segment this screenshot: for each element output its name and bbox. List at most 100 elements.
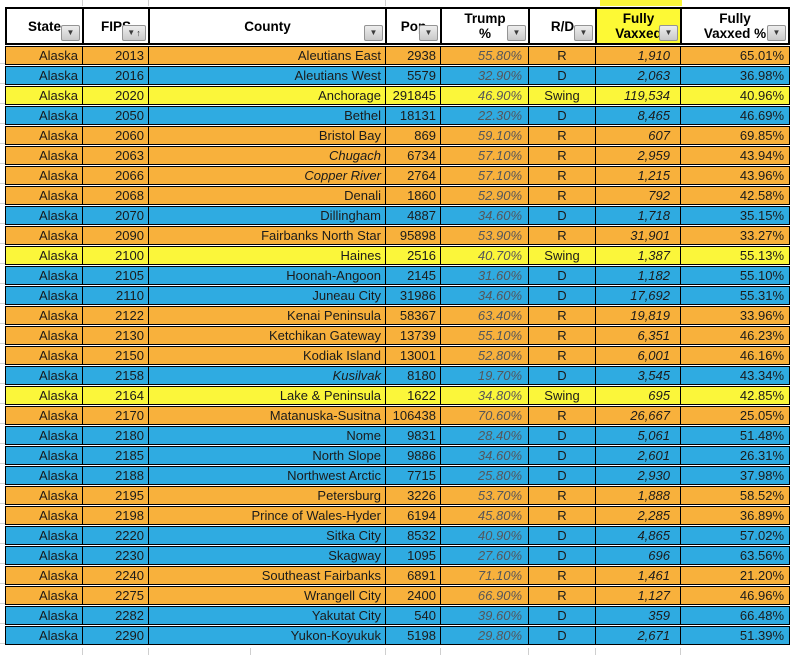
cell-fips[interactable]: 2240 bbox=[82, 566, 148, 585]
cell-fips[interactable]: 2188 bbox=[82, 466, 148, 485]
cell-trump-pct[interactable]: 25.80% bbox=[440, 466, 528, 485]
filter-dropdown-icon[interactable]: ▼ bbox=[507, 25, 526, 41]
cell-fully-vaxxed-pct[interactable]: 37.98% bbox=[680, 466, 790, 485]
cell-pop[interactable]: 31986 bbox=[385, 286, 440, 305]
cell-fully-vaxxed-pct[interactable]: 46.69% bbox=[680, 106, 790, 125]
cell-state[interactable]: Alaska bbox=[5, 126, 82, 145]
cell-fully-vaxxed[interactable]: 1,910 bbox=[595, 46, 680, 65]
cell-rd[interactable]: R bbox=[528, 306, 595, 325]
cell-fully-vaxxed[interactable]: 359 bbox=[595, 606, 680, 625]
cell-fully-vaxxed-pct[interactable]: 66.48% bbox=[680, 606, 790, 625]
cell-pop[interactable]: 95898 bbox=[385, 226, 440, 245]
cell-pop[interactable]: 13739 bbox=[385, 326, 440, 345]
cell-fully-vaxxed-pct[interactable]: 55.13% bbox=[680, 246, 790, 265]
cell-state[interactable]: Alaska bbox=[5, 46, 82, 65]
filter-sort-ascending-icon[interactable]: ▼ ↑ bbox=[122, 25, 146, 41]
cell-pop[interactable]: 2764 bbox=[385, 166, 440, 185]
cell-county[interactable]: Aleutians West bbox=[148, 66, 385, 85]
cell-pop[interactable]: 9886 bbox=[385, 446, 440, 465]
cell-trump-pct[interactable]: 28.40% bbox=[440, 426, 528, 445]
cell-county[interactable]: Petersburg bbox=[148, 486, 385, 505]
cell-fully-vaxxed-pct[interactable]: 43.34% bbox=[680, 366, 790, 385]
cell-fully-vaxxed-pct[interactable]: 43.94% bbox=[680, 146, 790, 165]
cell-state[interactable]: Alaska bbox=[5, 246, 82, 265]
col-header-state[interactable]: State ▼ bbox=[5, 7, 82, 45]
cell-fully-vaxxed-pct[interactable]: 46.96% bbox=[680, 586, 790, 605]
cell-trump-pct[interactable]: 19.70% bbox=[440, 366, 528, 385]
cell-county[interactable]: Yukon-Koyukuk bbox=[148, 626, 385, 645]
cell-pop[interactable]: 6734 bbox=[385, 146, 440, 165]
cell-fully-vaxxed[interactable]: 6,351 bbox=[595, 326, 680, 345]
cell-fips[interactable]: 2150 bbox=[82, 346, 148, 365]
cell-pop[interactable]: 1095 bbox=[385, 546, 440, 565]
filter-dropdown-icon[interactable]: ▼ bbox=[659, 25, 678, 41]
cell-trump-pct[interactable]: 34.60% bbox=[440, 206, 528, 225]
cell-pop[interactable]: 291845 bbox=[385, 86, 440, 105]
filter-dropdown-icon[interactable]: ▼ bbox=[419, 25, 438, 41]
cell-fips[interactable]: 2070 bbox=[82, 206, 148, 225]
cell-rd[interactable]: R bbox=[528, 586, 595, 605]
cell-trump-pct[interactable]: 22.30% bbox=[440, 106, 528, 125]
cell-fully-vaxxed[interactable]: 2,959 bbox=[595, 146, 680, 165]
cell-fips[interactable]: 2275 bbox=[82, 586, 148, 605]
cell-fully-vaxxed[interactable]: 2,601 bbox=[595, 446, 680, 465]
cell-fully-vaxxed[interactable]: 607 bbox=[595, 126, 680, 145]
cell-county[interactable]: Yakutat City bbox=[148, 606, 385, 625]
cell-fully-vaxxed[interactable]: 695 bbox=[595, 386, 680, 405]
cell-fully-vaxxed[interactable]: 1,215 bbox=[595, 166, 680, 185]
cell-county[interactable]: Chugach bbox=[148, 146, 385, 165]
cell-pop[interactable]: 6194 bbox=[385, 506, 440, 525]
cell-trump-pct[interactable]: 53.90% bbox=[440, 226, 528, 245]
cell-pop[interactable]: 8180 bbox=[385, 366, 440, 385]
cell-fips[interactable]: 2110 bbox=[82, 286, 148, 305]
cell-county[interactable]: Wrangell City bbox=[148, 586, 385, 605]
cell-county[interactable]: Kenai Peninsula bbox=[148, 306, 385, 325]
cell-trump-pct[interactable]: 66.90% bbox=[440, 586, 528, 605]
cell-state[interactable]: Alaska bbox=[5, 606, 82, 625]
cell-fully-vaxxed-pct[interactable]: 65.01% bbox=[680, 46, 790, 65]
cell-fully-vaxxed[interactable]: 31,901 bbox=[595, 226, 680, 245]
cell-state[interactable]: Alaska bbox=[5, 446, 82, 465]
cell-trump-pct[interactable]: 31.60% bbox=[440, 266, 528, 285]
cell-rd[interactable]: D bbox=[528, 526, 595, 545]
cell-fully-vaxxed[interactable]: 1,888 bbox=[595, 486, 680, 505]
cell-fully-vaxxed[interactable]: 119,534 bbox=[595, 86, 680, 105]
cell-fully-vaxxed-pct[interactable]: 25.05% bbox=[680, 406, 790, 425]
cell-county[interactable]: Hoonah-Angoon bbox=[148, 266, 385, 285]
cell-rd[interactable]: Swing bbox=[528, 246, 595, 265]
col-header-fully-vaxxed[interactable]: Fully Vaxxed ▼ bbox=[595, 7, 680, 45]
cell-county[interactable]: Skagway bbox=[148, 546, 385, 565]
cell-fips[interactable]: 2100 bbox=[82, 246, 148, 265]
cell-county[interactable]: Denali bbox=[148, 186, 385, 205]
cell-fully-vaxxed[interactable]: 1,718 bbox=[595, 206, 680, 225]
cell-pop[interactable]: 5579 bbox=[385, 66, 440, 85]
cell-rd[interactable]: D bbox=[528, 66, 595, 85]
cell-trump-pct[interactable]: 55.10% bbox=[440, 326, 528, 345]
cell-fully-vaxxed-pct[interactable]: 63.56% bbox=[680, 546, 790, 565]
cell-state[interactable]: Alaska bbox=[5, 586, 82, 605]
cell-fully-vaxxed[interactable]: 1,387 bbox=[595, 246, 680, 265]
cell-fips[interactable]: 2282 bbox=[82, 606, 148, 625]
cell-pop[interactable]: 58367 bbox=[385, 306, 440, 325]
cell-pop[interactable]: 7715 bbox=[385, 466, 440, 485]
cell-trump-pct[interactable]: 45.80% bbox=[440, 506, 528, 525]
cell-fips[interactable]: 2230 bbox=[82, 546, 148, 565]
cell-trump-pct[interactable]: 57.10% bbox=[440, 166, 528, 185]
cell-trump-pct[interactable]: 63.40% bbox=[440, 306, 528, 325]
cell-pop[interactable]: 869 bbox=[385, 126, 440, 145]
cell-pop[interactable]: 106438 bbox=[385, 406, 440, 425]
cell-county[interactable]: Nome bbox=[148, 426, 385, 445]
cell-pop[interactable]: 540 bbox=[385, 606, 440, 625]
cell-rd[interactable]: R bbox=[528, 166, 595, 185]
cell-fully-vaxxed-pct[interactable]: 55.10% bbox=[680, 266, 790, 285]
cell-trump-pct[interactable]: 39.60% bbox=[440, 606, 528, 625]
cell-fips[interactable]: 2158 bbox=[82, 366, 148, 385]
cell-fips[interactable]: 2066 bbox=[82, 166, 148, 185]
cell-fips[interactable]: 2090 bbox=[82, 226, 148, 245]
cell-rd[interactable]: R bbox=[528, 226, 595, 245]
cell-state[interactable]: Alaska bbox=[5, 426, 82, 445]
cell-fully-vaxxed-pct[interactable]: 26.31% bbox=[680, 446, 790, 465]
cell-trump-pct[interactable]: 34.60% bbox=[440, 446, 528, 465]
cell-pop[interactable]: 18131 bbox=[385, 106, 440, 125]
cell-rd[interactable]: R bbox=[528, 406, 595, 425]
